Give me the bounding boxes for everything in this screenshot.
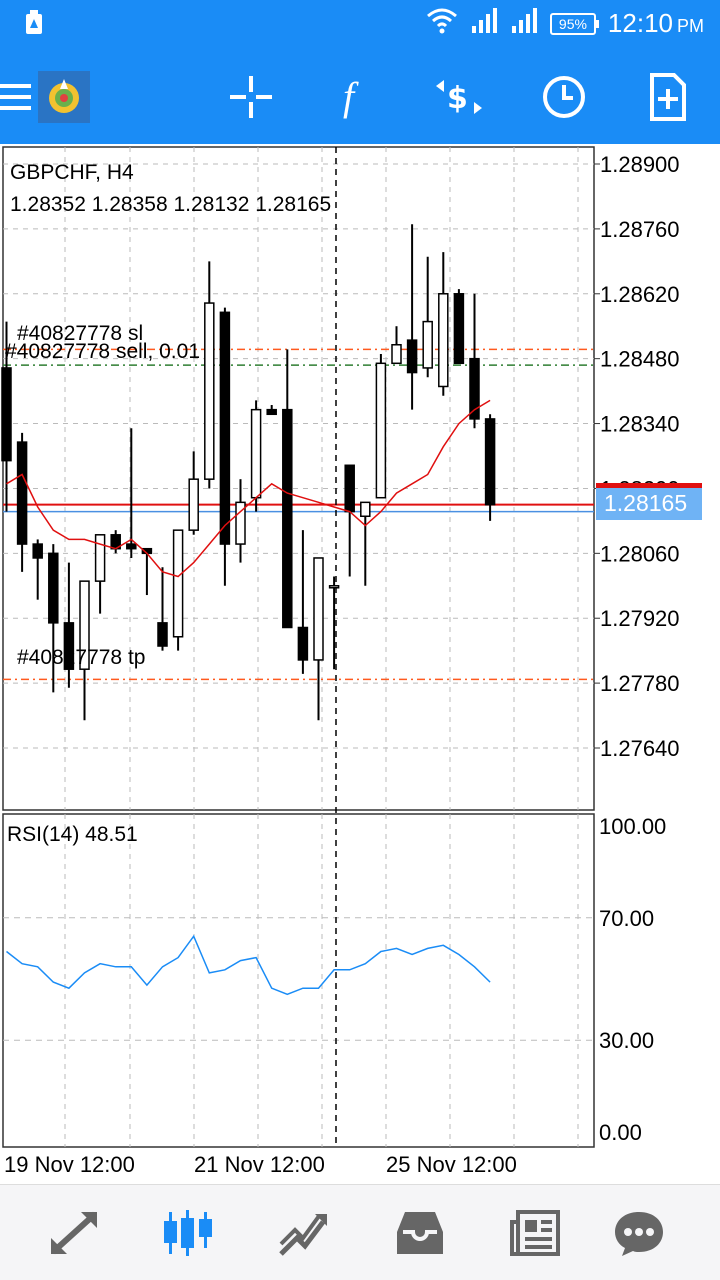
moving-average-line <box>6 399 491 578</box>
candle-body <box>422 320 433 369</box>
quotes-icon[interactable] <box>44 1203 104 1263</box>
candle-body <box>204 302 215 480</box>
candle-body <box>16 441 28 545</box>
timeframe-clock-icon[interactable] <box>537 72 591 122</box>
history-icon[interactable] <box>390 1203 450 1263</box>
candle-body <box>360 501 371 518</box>
symbol-label: GBPCHF, H4 <box>10 161 134 184</box>
add-chart-icon[interactable] <box>641 72 695 122</box>
candle-body <box>375 362 387 499</box>
candle-body <box>94 534 106 582</box>
clock: 12:10 PM <box>607 8 704 38</box>
menu-icon[interactable] <box>0 72 40 122</box>
order-level-lines <box>3 348 594 681</box>
price-tick-label: 1.28900 <box>600 152 680 177</box>
current-price-value: 1.28165 <box>604 490 687 516</box>
rsi-tick-label: 100.00 <box>599 814 666 839</box>
svg-text:$: $ <box>447 81 468 116</box>
sell-order-label: #40827778 sell, 0.01 <box>5 340 200 363</box>
rsi-tick-label: 0.00 <box>599 1120 642 1145</box>
candle-body <box>266 408 277 416</box>
chart-icon[interactable] <box>158 1203 218 1263</box>
candle-body <box>453 293 465 365</box>
symbol-currency-icon[interactable]: $ <box>432 72 486 122</box>
candle-body <box>63 622 75 670</box>
status-bar: 95% 12:10 PM <box>0 0 720 50</box>
rsi-axis: 100.00 70.00 30.00 0.00 <box>599 814 666 1145</box>
candle-body <box>219 311 231 545</box>
signal-icon <box>470 8 498 39</box>
current-price-tag <box>596 486 702 520</box>
signal-icon-2 <box>510 8 538 39</box>
main-chart-frame <box>2 146 595 811</box>
candle-body <box>250 408 262 499</box>
candle-body <box>484 418 496 506</box>
candle-body <box>48 552 59 624</box>
candle-body <box>328 585 340 589</box>
chart-canvas[interactable]: 1.289001.287601.286201.284801.283401.282… <box>0 144 720 1184</box>
price-axis: 1.289001.287601.286201.284801.283401.282… <box>594 152 680 761</box>
battery-indicator: 95% <box>549 12 599 35</box>
indicators-icon[interactable]: f <box>328 72 382 122</box>
bottom-navigation <box>0 1184 720 1280</box>
candle-body <box>172 529 184 638</box>
candle-body <box>1 367 12 462</box>
candle-body <box>126 543 137 550</box>
stop-loss-label: #40827778 sl <box>17 322 143 345</box>
news-icon[interactable] <box>505 1203 565 1263</box>
price-tick-label: 1.27780 <box>600 671 680 696</box>
candle-body <box>406 339 418 374</box>
candle-body <box>282 408 293 629</box>
price-tick-label: 1.28340 <box>600 412 680 437</box>
trade-icon[interactable] <box>274 1203 334 1263</box>
svg-text:f: f <box>343 74 359 119</box>
candle-body <box>32 543 43 559</box>
candle-body <box>313 557 324 661</box>
rsi-line <box>6 934 491 996</box>
candle-body <box>79 580 90 670</box>
messages-icon[interactable] <box>609 1203 669 1263</box>
price-tick-label: 1.27640 <box>600 736 680 761</box>
top-toolbar: f $ <box>0 50 720 144</box>
take-profit-label: #40827778 tp <box>17 646 145 669</box>
candle-body <box>157 622 168 647</box>
candle-body <box>235 501 246 545</box>
crosshair-icon[interactable] <box>224 72 278 122</box>
chart-area[interactable]: 1.289001.287601.286201.284801.283401.282… <box>0 144 720 1184</box>
candle-body <box>297 626 309 661</box>
price-tick-label: 1.28480 <box>600 347 680 372</box>
price-tick-label: 1.28620 <box>600 282 680 307</box>
app-logo-icon[interactable] <box>37 71 91 123</box>
rsi-tick-label: 30.00 <box>599 1028 654 1053</box>
wifi-icon <box>426 8 458 39</box>
price-tick-label: 1.28760 <box>600 217 680 242</box>
candle-body <box>469 357 480 420</box>
candlesticks <box>1 224 496 721</box>
rsi-frame <box>2 813 595 1148</box>
ohlc-label: 1.28352 1.28358 1.28132 1.28165 <box>10 193 331 216</box>
bid-price-marker <box>596 483 702 488</box>
candle-body <box>344 464 355 513</box>
time-label-3: 25 Nov 12:00 <box>386 1152 517 1177</box>
time-label-1: 19 Nov 12:00 <box>4 1152 135 1177</box>
candle-body <box>391 344 402 365</box>
price-tick-label: 1.27920 <box>600 606 680 631</box>
price-tick-label: 1.28060 <box>600 541 680 566</box>
time-label-2: 21 Nov 12:00 <box>194 1152 325 1177</box>
candle-body <box>188 478 199 531</box>
notification-icon <box>24 10 46 41</box>
candle-body <box>438 293 449 388</box>
grid <box>3 147 594 1147</box>
rsi-tick-label: 70.00 <box>599 906 654 931</box>
rsi-label: RSI(14) 48.51 <box>7 823 138 846</box>
